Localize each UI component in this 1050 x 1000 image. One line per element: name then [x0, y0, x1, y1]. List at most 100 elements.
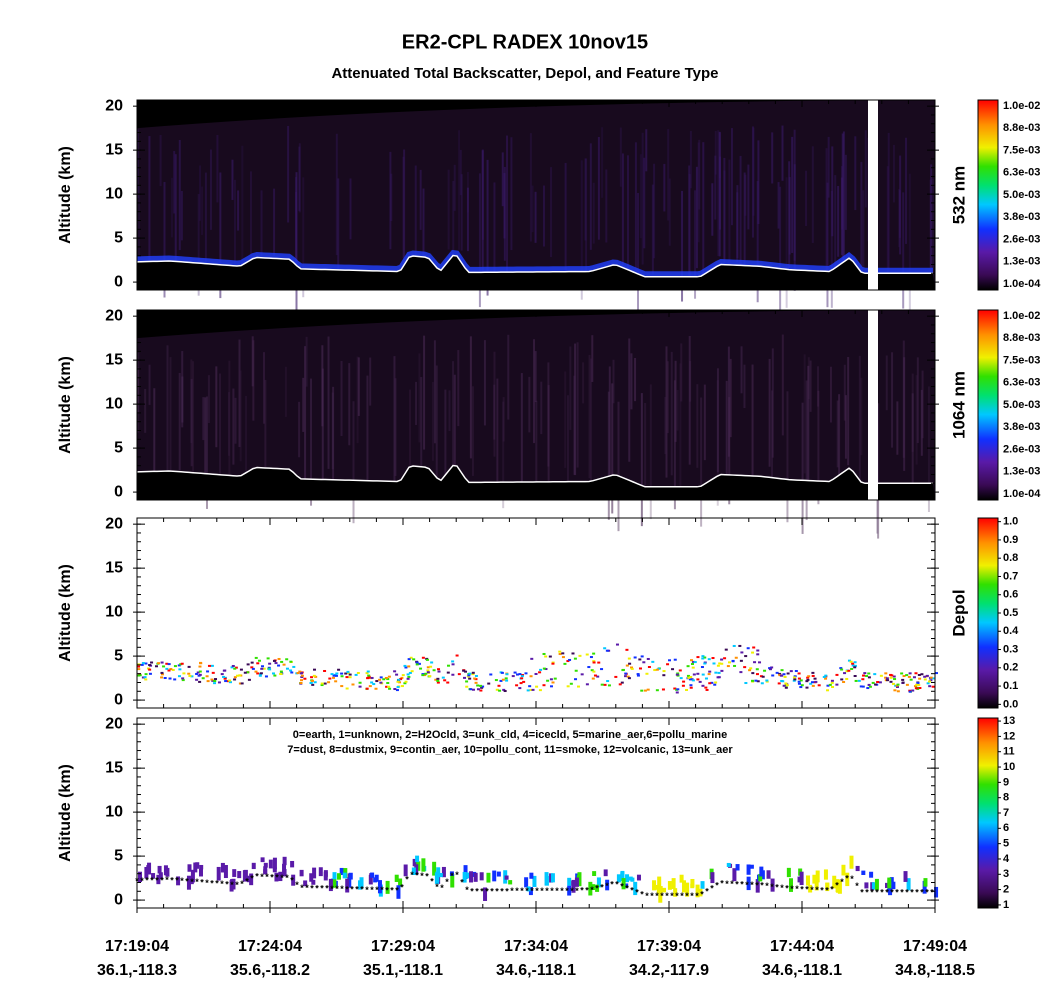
earth-marker: * [255, 872, 259, 882]
earth-marker: * [815, 885, 819, 895]
signal-streak [630, 353, 633, 410]
feature-pixel [368, 874, 373, 885]
earth-marker: * [915, 887, 919, 897]
depol-pixel [262, 667, 266, 670]
depol-pixel [782, 673, 786, 676]
colorbar-tick-label: 0.6 [1003, 589, 1018, 601]
feature-pixel [888, 888, 893, 896]
feature-pixel [814, 879, 819, 891]
colorbar-tick-label: 5 [1003, 838, 1009, 850]
earth-marker: * [820, 885, 824, 895]
signal-streak [844, 154, 847, 230]
depol-pixel [476, 688, 480, 691]
depol-pixel [913, 685, 917, 688]
feature-pixel [685, 882, 690, 897]
depol-pixel [561, 652, 565, 655]
earth-marker: * [880, 887, 884, 897]
earth-marker: * [165, 875, 169, 885]
depol-pixel [277, 664, 281, 667]
signal-streak [771, 390, 774, 490]
depol-pixel [566, 660, 570, 663]
signal-streak [668, 178, 671, 246]
earth-marker: * [580, 886, 584, 896]
feature-pixel [336, 873, 341, 880]
signal-streak [233, 179, 236, 264]
depol-pixel [558, 653, 562, 656]
x-tick-location: 34.6,-118.1 [496, 962, 576, 979]
depol-pixel [777, 682, 781, 685]
depol-pixel [228, 679, 232, 682]
signal-streak [676, 389, 679, 431]
depol-pixel [222, 675, 226, 678]
depol-pixel [465, 685, 469, 688]
signal-streak [260, 190, 263, 278]
signal-streak [228, 360, 231, 476]
depol-pixel [646, 688, 650, 691]
depol-pixel [651, 660, 655, 663]
earth-marker: * [215, 879, 219, 889]
signal-streak [503, 166, 506, 261]
earth-marker: * [230, 880, 234, 890]
signal-streak [202, 397, 205, 441]
feature-pixel [216, 866, 221, 881]
depol-pixel [690, 663, 694, 666]
feature-pixel [370, 872, 375, 878]
feature-pixel [889, 877, 894, 883]
signal-streak [356, 356, 359, 444]
depol-pixel [157, 662, 161, 665]
colorbar-tick-label: 3.8e-03 [1003, 211, 1040, 223]
colorbar-tick-label: 7.5e-03 [1003, 144, 1040, 156]
earth-marker: * [755, 880, 759, 890]
feature-pixel [396, 885, 401, 899]
signal-streak [728, 159, 731, 269]
signal-streak [352, 401, 355, 524]
depol-pixel [466, 675, 470, 678]
signal-streak [841, 133, 844, 273]
earth-marker: * [465, 885, 469, 895]
colorbar-tick-label: 0.1 [1003, 680, 1018, 692]
depol-pixel [436, 681, 440, 684]
depol-pixel [240, 682, 244, 685]
depol-pixel [758, 661, 762, 664]
signal-streak [502, 397, 505, 442]
signal-streak [698, 139, 701, 210]
depol-pixel [259, 672, 263, 675]
signal-streak [844, 395, 847, 459]
depol-pixel [168, 677, 172, 680]
depol-pixel [920, 673, 924, 676]
depol-pixel [534, 672, 538, 675]
colorbar [977, 309, 999, 501]
x-tick-location: 35.1,-118.1 [363, 962, 443, 979]
signal-streak [542, 185, 545, 247]
signal-streak [169, 357, 172, 496]
feature-pixel [186, 875, 191, 890]
feature-pixel [193, 862, 198, 873]
feature-pixel [636, 874, 641, 881]
depol-pixel [163, 677, 167, 680]
earth-marker: * [250, 873, 254, 883]
depol-pixel [724, 648, 728, 651]
feature-pixel [577, 872, 582, 887]
depol-pixel [845, 670, 849, 673]
earth-marker: * [720, 879, 724, 889]
depol-pixel [909, 678, 913, 681]
earth-marker: * [575, 886, 579, 896]
signal-streak [534, 351, 537, 403]
depol-pixel [367, 674, 371, 677]
feature-pixel [434, 872, 439, 884]
colorbar-tick-label: 2 [1003, 884, 1009, 896]
earth-marker: * [285, 873, 289, 883]
depol-pixel [809, 682, 813, 685]
earth-marker: * [410, 870, 414, 880]
feature-pixel [671, 878, 676, 889]
earth-marker: * [540, 886, 544, 896]
depol-pixel [701, 684, 705, 687]
signal-streak [547, 362, 550, 467]
feature-pixel [815, 870, 820, 883]
depol-pixel [884, 676, 888, 679]
depol-pixel [480, 686, 484, 689]
signal-streak [736, 192, 739, 263]
earth-marker: * [875, 887, 879, 897]
signal-streak [860, 161, 863, 289]
depol-pixel [256, 662, 260, 665]
